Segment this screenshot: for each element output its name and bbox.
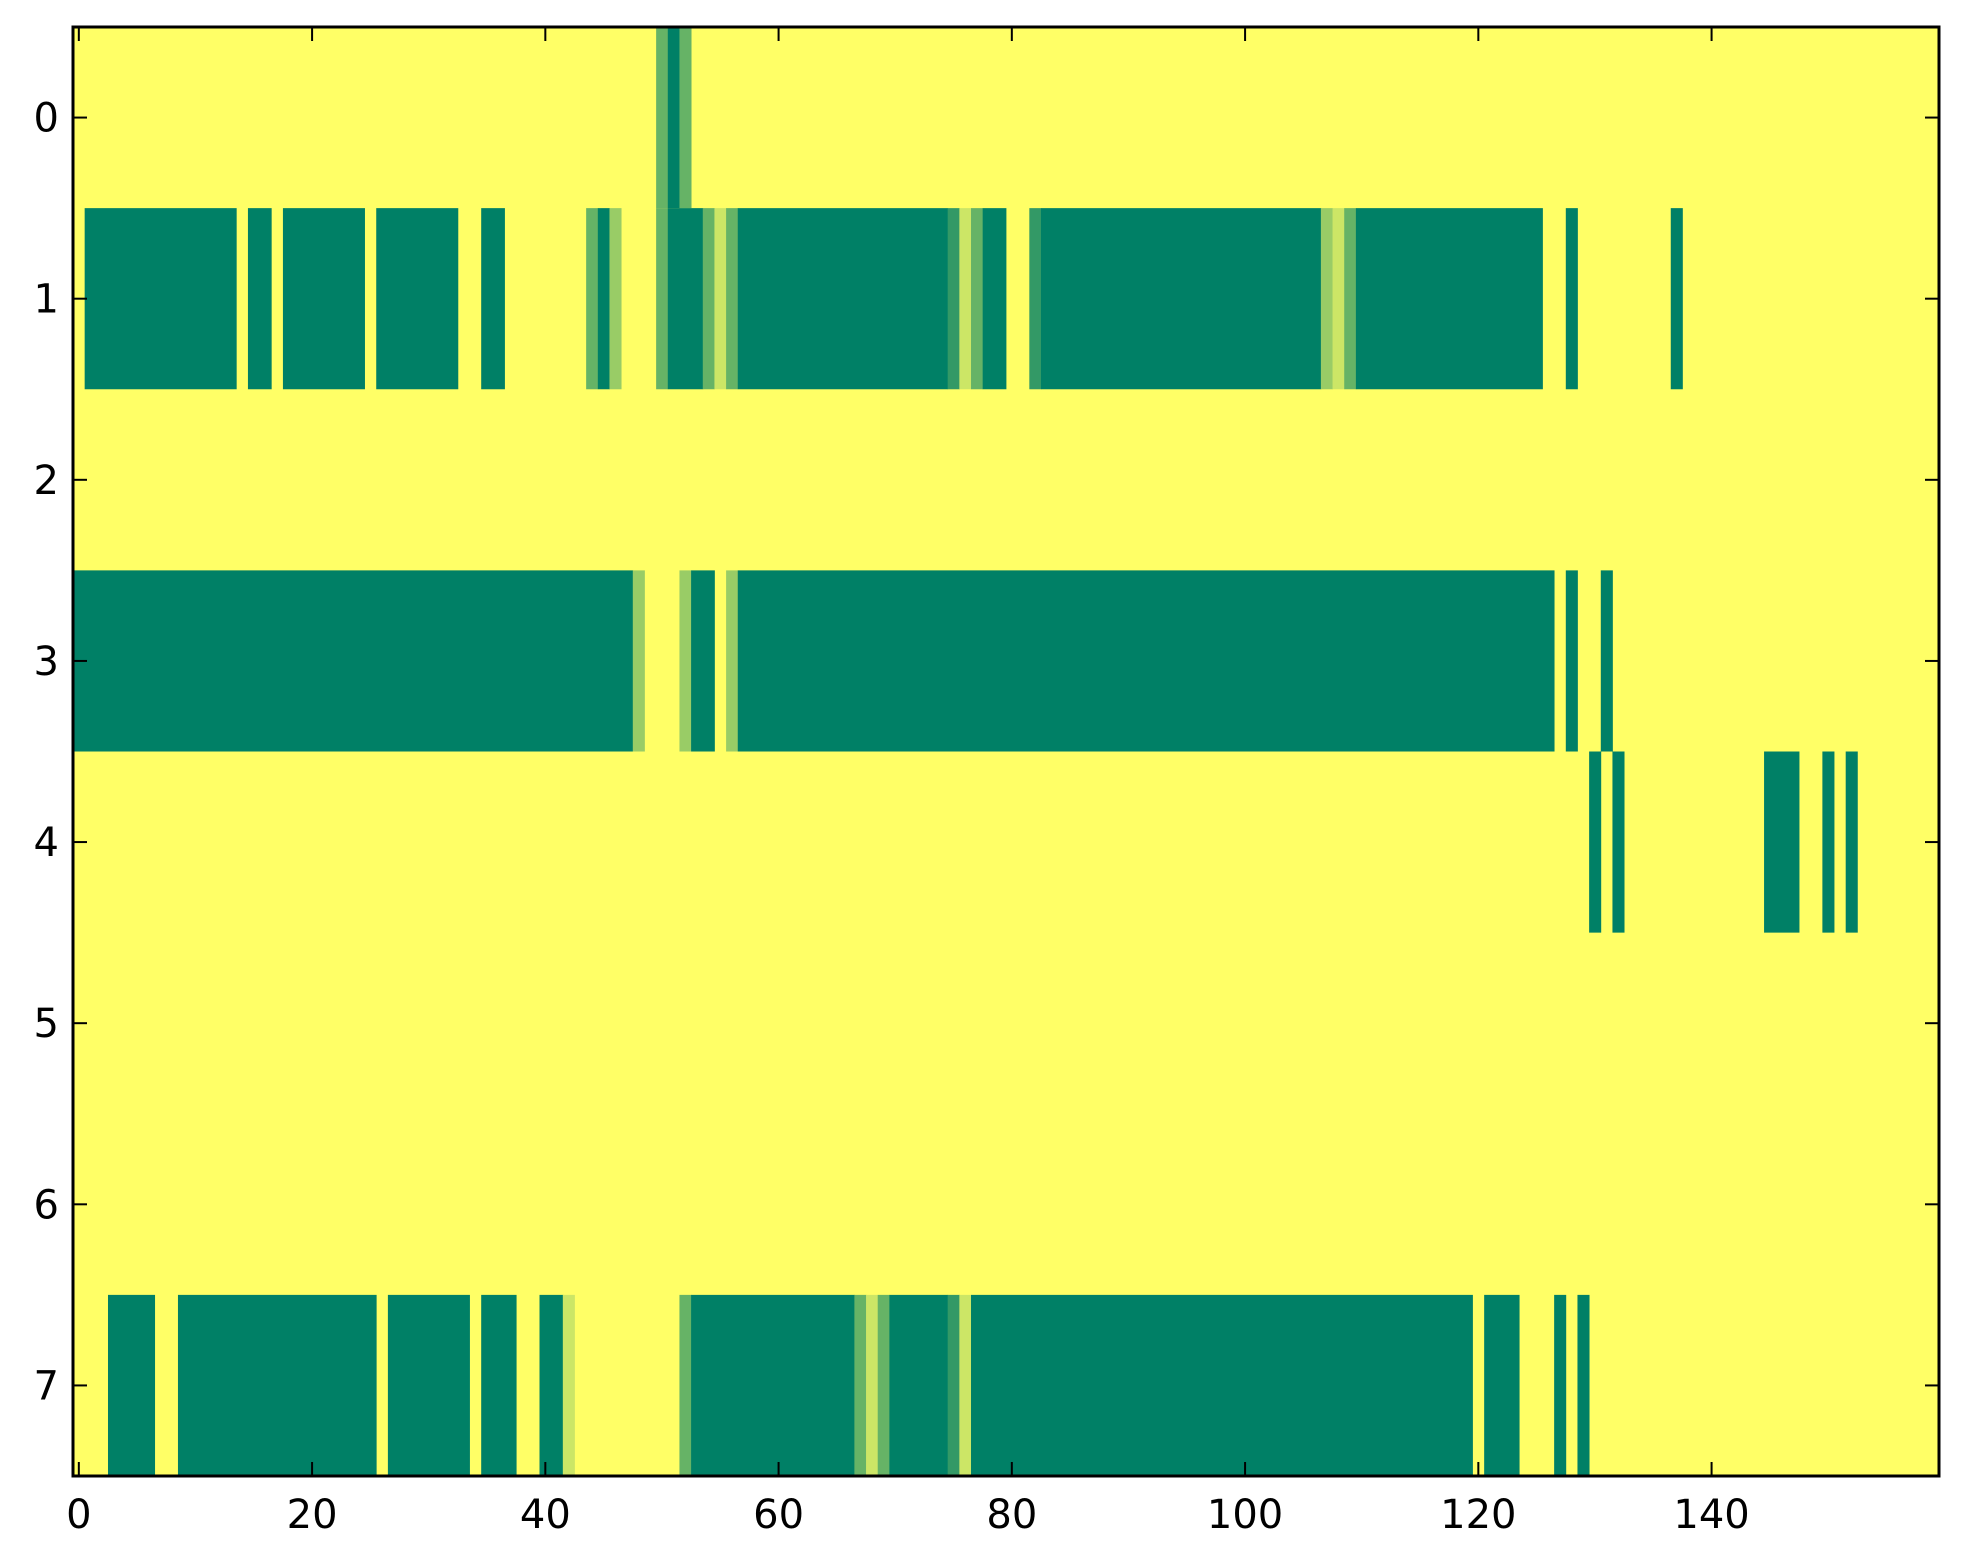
x-tick-label-0: 0 <box>66 1492 91 1538</box>
heatmap-cell-row3-2 <box>679 570 692 752</box>
heatmap-cell-row7-6 <box>679 1294 692 1477</box>
x-tick-label-100: 100 <box>1207 1492 1283 1538</box>
heatmap-cell-row3-7 <box>1600 570 1613 752</box>
heatmap-cell-row7-12 <box>947 1294 960 1477</box>
y-tick-label-5: 5 <box>34 1001 59 1047</box>
heatmap-cell-row4-1 <box>1612 751 1625 933</box>
heatmap-cell-row1-3 <box>376 208 459 390</box>
y-tick-label-1: 1 <box>34 277 59 323</box>
x-tick-label-20: 20 <box>287 1492 338 1538</box>
heatmap-cell-row1-13 <box>737 208 949 390</box>
heatmap-cell-row1-21 <box>1332 208 1345 390</box>
y-tick-label-2: 2 <box>34 458 59 504</box>
heatmap-cell-row1-5 <box>586 208 599 390</box>
heatmap-cell-row1-4 <box>481 208 505 390</box>
heatmap-cell-row7-5 <box>562 1294 575 1477</box>
plot-area <box>73 27 1939 1477</box>
heatmap-cell-row1-7 <box>609 208 622 390</box>
x-tick-label-60: 60 <box>753 1492 804 1538</box>
heatmap-cell-row7-16 <box>1554 1294 1567 1477</box>
x-tick-label-140: 140 <box>1673 1492 1749 1538</box>
heatmap-cell-row0-1 <box>667 27 680 209</box>
heatmap-cell-row7-9 <box>866 1294 879 1477</box>
heatmap-cell-row7-14 <box>971 1294 1473 1477</box>
heatmap-cell-row3-6 <box>1565 570 1578 752</box>
y-tick-label-0: 0 <box>34 96 59 142</box>
heatmap-cell-row1-18 <box>1029 208 1042 390</box>
x-tick-labels: 0 20 40 60 80 100 120 140 <box>66 1492 1750 1538</box>
heatmap-cell-row7-0 <box>107 1294 156 1477</box>
heatmap-cell-row1-15 <box>959 208 972 390</box>
axis-ticks <box>73 27 1939 1476</box>
heatmap-cell-row0-2 <box>679 27 692 209</box>
heatmap-cell-row1-0 <box>84 208 237 390</box>
heatmap-cell-row7-11 <box>889 1294 949 1477</box>
heatmap-cell-row1-10 <box>702 208 715 390</box>
heatmap-cell-row7-17 <box>1577 1294 1590 1477</box>
heatmap-cell-row7-10 <box>877 1294 890 1477</box>
heatmap-cell-row4-0 <box>1589 751 1602 933</box>
heatmap-cell-row3-1 <box>632 570 645 752</box>
heatmap-cell-row3-4 <box>726 570 739 752</box>
heatmap-cell-row7-8 <box>854 1294 867 1477</box>
heatmap-cell-row1-12 <box>726 208 739 390</box>
heatmap-cell-row1-9 <box>667 208 704 390</box>
heatmap-cell-row4-3 <box>1822 751 1835 933</box>
heatmap-cell-row1-25 <box>1670 208 1683 390</box>
heatmap-cell-row1-6 <box>597 208 610 390</box>
heatmap-cell-row1-14 <box>947 208 960 390</box>
x-tick-label-120: 120 <box>1440 1492 1516 1538</box>
heatmap-cell-row7-7 <box>691 1294 855 1477</box>
heatmap-cell-row1-8 <box>656 208 669 390</box>
heatmap-cell-row7-3 <box>481 1294 517 1477</box>
heatmap-cell-row1-19 <box>1040 208 1322 390</box>
heatmap-cell-row4-4 <box>1845 751 1858 933</box>
heatmap-cell-row4-2 <box>1764 751 1800 933</box>
y-tick-label-3: 3 <box>34 639 59 685</box>
heatmap-cell-row3-3 <box>691 570 715 752</box>
x-tick-label-40: 40 <box>520 1492 571 1538</box>
heatmap-cell-row1-23 <box>1355 208 1543 390</box>
heatmap-cell-row7-13 <box>959 1294 972 1477</box>
heatmap-cell-row1-17 <box>982 208 1007 390</box>
x-tick-label-80: 80 <box>986 1492 1037 1538</box>
y-tick-label-7: 7 <box>34 1363 59 1409</box>
heatmap-cell-row1-22 <box>1344 208 1357 390</box>
heatmap-cell-row7-4 <box>539 1294 564 1477</box>
heatmap-cell-row1-1 <box>247 208 272 390</box>
heatmap-cell-row7-1 <box>177 1294 377 1477</box>
heatmap-cell-row0-0 <box>656 27 669 209</box>
heatmap-cell-row3-0 <box>73 570 634 752</box>
heatmap-cell-row1-2 <box>282 208 365 390</box>
y-tick-label-4: 4 <box>34 820 59 866</box>
heatmap-cell-row3-5 <box>737 570 1555 752</box>
heatmap-cell-row7-15 <box>1484 1294 1520 1477</box>
heatmap-cell-row1-20 <box>1320 208 1333 390</box>
axes-frame <box>71 25 1941 1478</box>
heatmap-cell-row1-16 <box>971 208 984 390</box>
y-tick-labels: 0 1 2 3 4 5 6 7 <box>34 96 59 1410</box>
heatmap-cell-row7-2 <box>387 1294 470 1477</box>
heatmap-cell-row1-11 <box>714 208 727 390</box>
y-tick-label-6: 6 <box>34 1182 59 1228</box>
heatmap-cell-row1-24 <box>1565 208 1578 390</box>
